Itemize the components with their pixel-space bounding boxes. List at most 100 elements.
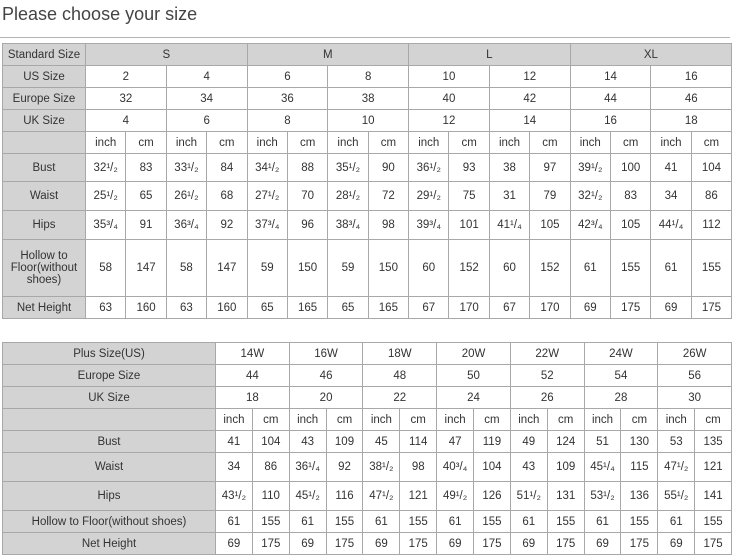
measure-cell: 155 (399, 510, 438, 533)
measure-cell: 86 (251, 452, 290, 482)
measure-cell: 79 (529, 181, 571, 211)
measure-cell: 98 (367, 210, 410, 240)
size-cell: 24 (436, 386, 511, 409)
measure-cell: 131 (546, 481, 585, 511)
measure-cell: 60 (408, 239, 450, 297)
measure-cell: 69 (657, 532, 696, 555)
measure-cell: 41 (215, 430, 253, 453)
size-cell: 26 (509, 386, 585, 409)
row-label: Hollow to Floor(without shoes) (2, 239, 86, 297)
measure-cell: 61 (569, 239, 611, 297)
measure-cell: 100 (609, 153, 652, 182)
measure-cell: 27¹/₂ (246, 181, 288, 211)
size-row: US Size 2 4 6 8 10 12 14 16 (2, 65, 733, 88)
size-cell: 26W (657, 342, 733, 365)
measure-row: Net Height 69 175 69 175 69 175 69 175 69 175 69 175… (2, 532, 733, 555)
measure-cell: 119 (473, 430, 511, 453)
measure-cell: 165 (286, 296, 329, 319)
measure-cell: 47¹/₂ (657, 452, 696, 482)
measure-cell: 105 (609, 210, 652, 240)
unit-inch: inch (165, 131, 208, 154)
size-cell: 52 (509, 364, 585, 387)
measure-cell: 34 (215, 452, 253, 482)
measure-cell: 63 (165, 296, 208, 319)
size-cell: 18 (215, 386, 290, 409)
measure-row: Hips 43¹/₂ 110 45¹/₂ 116 47¹/₂ 121 49¹/₂ 126 51¹/… (2, 481, 733, 511)
unit-cm: cm (690, 131, 733, 154)
row-label: Waist (2, 452, 216, 482)
measure-cell: 67 (408, 296, 450, 319)
size-cell: 46 (650, 87, 733, 110)
size-cell: 20 (288, 386, 364, 409)
measure-row: Waist 34 86 36¹/₄ 92 38¹/₂ 98 40³/₄ 104 43 109 45¹/… (2, 452, 733, 482)
unit-inch: inch (84, 131, 127, 154)
row-label: Plus Size(US) (2, 342, 216, 365)
measure-cell: 152 (448, 239, 490, 297)
measure-cell: 69 (509, 532, 548, 555)
measure-cell: 109 (546, 452, 585, 482)
unit-cm: cm (286, 131, 329, 154)
measure-cell: 58 (165, 239, 208, 297)
unit-cm: cm (473, 408, 511, 431)
measure-cell: 155 (473, 510, 511, 533)
measure-cell: 29¹/₂ (408, 181, 450, 211)
row-label: Europe Size (2, 364, 216, 387)
measure-cell: 155 (694, 510, 733, 533)
size-cell: 4 (165, 65, 248, 88)
row-label (2, 131, 86, 154)
measure-cell: 36¹/₄ (288, 452, 327, 482)
measure-cell: 175 (694, 532, 733, 555)
measure-cell: 155 (620, 510, 659, 533)
size-cell: 10 (327, 109, 410, 132)
size-cell: 44 (215, 364, 290, 387)
measure-cell: 115 (620, 452, 659, 482)
measure-cell: 58 (84, 239, 127, 297)
measure-cell: 124 (546, 430, 585, 453)
measure-cell: 170 (448, 296, 490, 319)
measure-cell: 59 (327, 239, 369, 297)
measure-cell: 69 (650, 296, 692, 319)
unit-cm: cm (399, 408, 438, 431)
measure-cell: 97 (529, 153, 571, 182)
measure-cell: 175 (609, 296, 652, 319)
unit-inch: inch (327, 131, 369, 154)
measure-cell: 26¹/₂ (165, 181, 208, 211)
size-cell: 16 (569, 109, 652, 132)
measure-cell: 38 (488, 153, 531, 182)
measure-cell: 83 (125, 153, 167, 182)
measure-cell: 47 (436, 430, 475, 453)
measure-cell: 65 (246, 296, 288, 319)
size-group-header: L (408, 43, 571, 66)
measure-cell: 165 (367, 296, 410, 319)
measure-cell: 75 (448, 181, 490, 211)
measure-cell: 92 (325, 452, 364, 482)
unit-cm: cm (609, 131, 652, 154)
measure-cell: 70 (286, 181, 329, 211)
unit-inch: inch (362, 408, 401, 431)
measure-cell: 135 (694, 430, 733, 453)
measure-row: Bust 41 104 43 109 45 114 47 119 49 124 51 130 53 135 (2, 430, 733, 453)
measure-row: Hips 35³/₄ 91 36³/₄ 92 37³/₄ 96 38³/₄ 98 39³/₄ 101… (2, 210, 733, 240)
row-label: Europe Size (2, 87, 86, 110)
measure-cell: 69 (215, 532, 253, 555)
measure-cell: 43 (509, 452, 548, 482)
row-label: Hollow to Floor(without shoes) (2, 510, 216, 533)
unit-cm: cm (367, 131, 410, 154)
size-cell: 6 (246, 65, 329, 88)
unit-inch: inch (215, 408, 253, 431)
measure-cell: 121 (399, 481, 438, 511)
row-label: Hips (2, 481, 216, 511)
measure-cell: 43 (288, 430, 327, 453)
measure-cell: 104 (690, 153, 733, 182)
row-label: Net Height (2, 296, 86, 319)
measure-cell: 49 (509, 430, 548, 453)
measure-row: Hollow to Floor(without shoes) 61 155 61 155… (2, 510, 733, 533)
unit-inch: inch (288, 408, 327, 431)
size-cell: 28 (583, 386, 659, 409)
unit-row: inch cm inch cm inch cm inch cm inch cm inch cm inch… (2, 408, 733, 431)
measure-cell: 105 (529, 210, 571, 240)
unit-cm: cm (125, 131, 167, 154)
unit-cm: cm (251, 408, 290, 431)
unit-cm: cm (325, 408, 364, 431)
row-label: Net Height (2, 532, 216, 555)
